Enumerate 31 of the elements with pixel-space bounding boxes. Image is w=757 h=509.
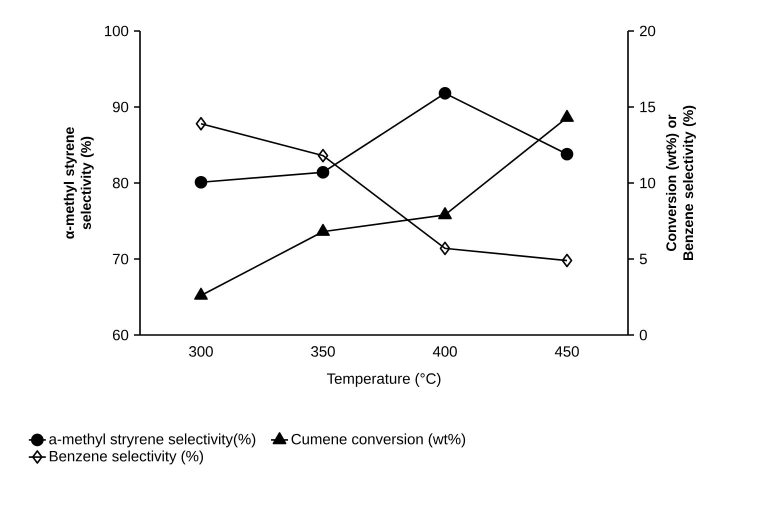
- point: [316, 166, 330, 179]
- point: [440, 242, 450, 256]
- legend-label: Benzene selectivity (%): [50, 450, 203, 464]
- x-axis-title: Temperature (°C): [326, 372, 440, 387]
- y-axis-title: α-methyl styrene selectivity (%): [64, 127, 94, 239]
- y2-tick-label: 0: [640, 330, 647, 340]
- y-tick-label: 100: [105, 26, 128, 36]
- x-tick-label: 350: [311, 346, 335, 357]
- x-tick-label: 450: [554, 346, 579, 357]
- y2-tick-label: 10: [640, 178, 656, 188]
- y2-axis-title: Conversion (wt%) or Benzene selectivity (%): [666, 106, 696, 260]
- point: [194, 288, 208, 300]
- legend-label: a-methyl stryrene selectivity(%): [49, 433, 256, 448]
- point: [560, 148, 574, 160]
- y2-tick-label: 20: [640, 26, 656, 36]
- y-tick-label: 60: [112, 330, 128, 340]
- x-tick-label: 300: [189, 346, 213, 357]
- y2-tick-label: 5: [640, 254, 647, 264]
- y-tick-label: 70: [112, 254, 128, 264]
- point: [194, 176, 208, 189]
- point: [196, 116, 206, 131]
- x-tick-label: 400: [432, 346, 457, 357]
- point: [438, 87, 452, 100]
- point: [316, 224, 330, 236]
- point: [562, 254, 572, 268]
- point: [318, 148, 328, 162]
- y-tick-label: 90: [112, 102, 128, 112]
- point: [438, 207, 452, 220]
- y2-tick-label: 15: [640, 102, 656, 112]
- y-tick-label: 80: [112, 178, 128, 188]
- legend-label: Cumene conversion (wt%): [292, 433, 466, 448]
